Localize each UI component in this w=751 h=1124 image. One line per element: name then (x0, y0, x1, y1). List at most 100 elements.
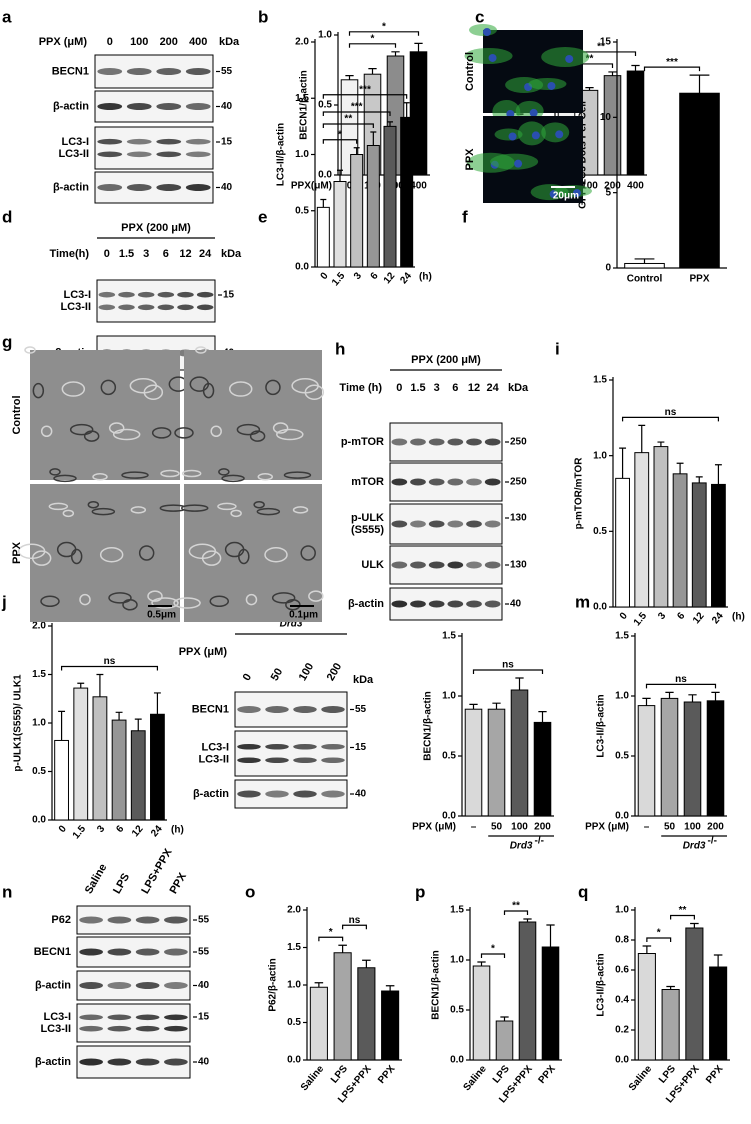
y-axis-label: LC3-II/β-actin (596, 694, 607, 757)
band (447, 478, 464, 486)
band (428, 520, 445, 528)
significance-label: ns (349, 915, 361, 926)
organelle (257, 473, 274, 481)
lane-title: PPX (μM) (179, 646, 228, 658)
band (79, 1058, 103, 1066)
row-label: Control (11, 395, 23, 434)
nucleus (547, 81, 556, 90)
protein-label: BECN1 (34, 946, 71, 958)
panel-letter: o (245, 882, 255, 901)
x-tick-label: 6 (369, 270, 381, 282)
organelle (62, 509, 75, 518)
y-tick-label: 10 (600, 112, 612, 123)
band (164, 916, 188, 924)
y-tick-label: 1.5 (450, 905, 464, 916)
protein-label: β-actin (348, 598, 384, 610)
organelle (217, 502, 237, 511)
mw-label: 130 (510, 513, 527, 524)
mw-label: 250 (510, 437, 527, 448)
bar (637, 953, 656, 1061)
nucleus (508, 132, 517, 141)
x-tick-label: 0 (347, 181, 353, 192)
band (466, 478, 482, 486)
lane-label: 3 (143, 248, 149, 260)
protein-label: mTOR (351, 476, 384, 488)
band (135, 1058, 160, 1066)
mw-unit: kDa (221, 248, 242, 260)
organelle (236, 423, 261, 436)
x-tick-label: 3 (95, 823, 107, 835)
protein-label: LC3-II (40, 1023, 71, 1035)
mw-label: 15 (221, 137, 233, 148)
y-tick-label: 0.2 (615, 1025, 629, 1036)
significance-bracket (322, 123, 374, 128)
mw-label: 250 (510, 477, 527, 488)
x-tick-label: 0 (618, 610, 630, 622)
significance-bracket (318, 936, 344, 942)
band (107, 916, 132, 924)
error-bar (368, 68, 377, 75)
significance-bracket (322, 111, 391, 116)
panel-letter: m (575, 592, 590, 611)
organelle (108, 422, 125, 434)
band (79, 916, 103, 924)
significance-label: * (329, 927, 333, 938)
protein-label: β-actin (35, 1056, 71, 1068)
error-bar (385, 985, 395, 991)
band (466, 600, 482, 608)
protein-label: LC3-II (60, 301, 91, 313)
protein-label: P62 (51, 914, 71, 926)
error-bar (153, 692, 161, 715)
y-axis-label: BECN1/β-actin (423, 691, 434, 760)
bar (73, 687, 89, 821)
organelle (32, 382, 45, 399)
y-tick-label: 2.0 (32, 621, 46, 632)
band (79, 982, 103, 989)
organelle (228, 381, 253, 397)
bar (464, 708, 483, 817)
significance-bracket (643, 66, 701, 72)
significance-label: * (338, 129, 342, 140)
micrograph (30, 350, 180, 480)
organelle (108, 592, 132, 604)
bar (672, 473, 688, 608)
y-axis-label: p-ULK1(S555)/ ULK1 (13, 674, 24, 772)
organelle (218, 468, 230, 476)
x-tick-label: 0 (57, 823, 69, 835)
significance-label: ** (679, 905, 687, 916)
band (135, 1014, 160, 1021)
error-bar (362, 959, 371, 968)
mw-label: 40 (198, 1057, 210, 1068)
bar (709, 966, 728, 1061)
organelle (209, 595, 230, 608)
organelle (87, 500, 100, 509)
organelle (99, 546, 124, 563)
bar (333, 181, 347, 268)
bar (653, 446, 669, 608)
organelle (188, 543, 217, 560)
panel-letter: j (1, 592, 7, 611)
y-tick-label: 1.0 (442, 691, 456, 702)
band (126, 68, 152, 75)
significance-bracket (503, 910, 529, 915)
significance-bracket (645, 683, 717, 689)
band (156, 184, 182, 191)
significance-label: ns (665, 407, 677, 418)
blot-frame (389, 587, 503, 621)
row-label: PPX (11, 541, 23, 564)
x-axis-unit: (h) (419, 272, 432, 283)
band (107, 1058, 132, 1066)
organelle (249, 430, 266, 442)
y-axis-label: p-mTOR/mTOR (574, 457, 585, 530)
y-tick-label: 0.0 (32, 815, 46, 826)
significance-bracket (342, 924, 367, 930)
error-bar (711, 691, 720, 701)
x-tick-label: 200 (707, 822, 724, 833)
error-bar (546, 924, 555, 947)
y-tick-label: 0.5 (295, 205, 309, 216)
significance-label: * (491, 944, 495, 955)
y-tick-label: 0 (605, 263, 611, 274)
organelle (17, 543, 46, 560)
significance-label: ** (512, 901, 520, 912)
band (185, 138, 211, 145)
